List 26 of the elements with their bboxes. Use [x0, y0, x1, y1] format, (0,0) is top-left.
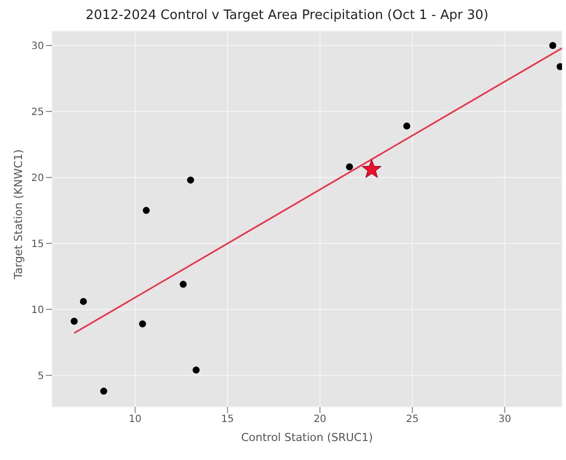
- point: [100, 388, 108, 395]
- point: [362, 159, 382, 178]
- y-axis-title: Target Station (KNWC1): [12, 149, 25, 280]
- point: [80, 298, 87, 305]
- point: [192, 366, 200, 374]
- point: [180, 280, 187, 288]
- point: [403, 122, 410, 130]
- y-tick-label: 15: [31, 238, 44, 250]
- x-axis-title: Control Station (SRUC1): [241, 431, 373, 444]
- chart-title: 2012-2024 Control v Target Area Precipitation (Oct 1 - Apr 30): [84, 8, 490, 23]
- x-tick-label: 25: [406, 414, 419, 426]
- point: [549, 42, 556, 50]
- point: [142, 206, 150, 214]
- point: [70, 318, 78, 325]
- point: [346, 163, 353, 170]
- point: [187, 176, 194, 184]
- point: [139, 320, 146, 328]
- x-tick-label: 15: [221, 414, 234, 426]
- y-tick-label: 5: [38, 370, 44, 382]
- y-tick-label: 20: [31, 172, 44, 184]
- x-tick-label: 20: [314, 414, 326, 426]
- y-tick-label: 30: [31, 41, 44, 52]
- x-tick-label: 10: [128, 414, 142, 426]
- y-tick-label: 25: [31, 107, 44, 118]
- y-tick-label: 10: [31, 304, 44, 316]
- x-tick-label: 30: [498, 414, 512, 426]
